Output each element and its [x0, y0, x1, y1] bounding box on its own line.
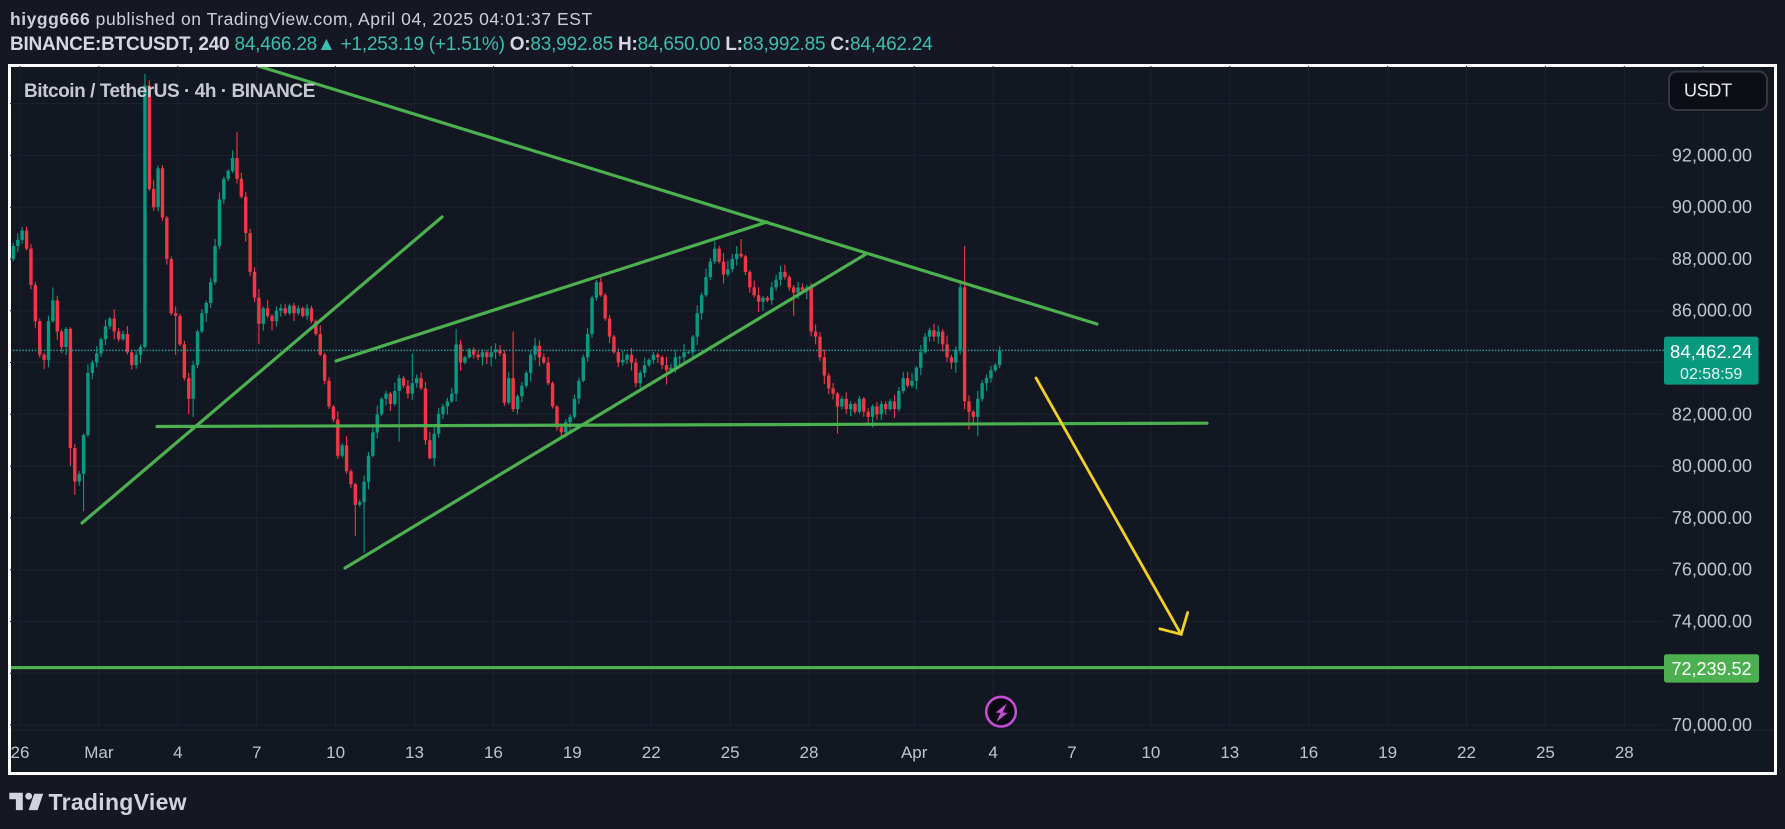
svg-text:hiygg666 published on TradingV: hiygg666 published on TradingView.com, A… — [10, 9, 593, 29]
svg-text:7: 7 — [1067, 743, 1076, 762]
svg-text:84,462.24: 84,462.24 — [1670, 341, 1752, 362]
svg-text:72,239.52: 72,239.52 — [1671, 659, 1751, 679]
svg-text:Bitcoin / TetherUS · 4h · BINA: Bitcoin / TetherUS · 4h · BINANCE — [24, 81, 315, 102]
svg-text:Apr: Apr — [901, 743, 928, 762]
svg-text:26: 26 — [11, 743, 30, 762]
svg-text:86,000.00: 86,000.00 — [1672, 301, 1752, 321]
svg-text:28: 28 — [1615, 743, 1634, 762]
svg-text:02:58:59: 02:58:59 — [1680, 366, 1742, 383]
svg-text:USDT: USDT — [1684, 81, 1732, 101]
svg-text:22: 22 — [1457, 743, 1476, 762]
svg-text:80,000.00: 80,000.00 — [1672, 456, 1752, 476]
svg-text:82,000.00: 82,000.00 — [1672, 404, 1752, 424]
svg-text:4: 4 — [988, 743, 997, 762]
svg-text:70,000.00: 70,000.00 — [1672, 715, 1752, 735]
svg-text:92,000.00: 92,000.00 — [1672, 145, 1752, 165]
svg-text:74,000.00: 74,000.00 — [1672, 611, 1752, 631]
svg-text:25: 25 — [721, 743, 740, 762]
svg-text:76,000.00: 76,000.00 — [1672, 560, 1752, 580]
svg-text:16: 16 — [484, 743, 503, 762]
svg-text:10: 10 — [1141, 743, 1160, 762]
svg-text:22: 22 — [642, 743, 661, 762]
svg-text:4: 4 — [173, 743, 182, 762]
svg-text:25: 25 — [1536, 743, 1555, 762]
svg-text:10: 10 — [326, 743, 345, 762]
svg-text:13: 13 — [1220, 743, 1239, 762]
svg-text:90,000.00: 90,000.00 — [1672, 197, 1752, 217]
svg-text:7: 7 — [252, 743, 261, 762]
svg-text:BINANCE:BTCUSDT, 240 84,466.28: BINANCE:BTCUSDT, 240 84,466.28▲ +1,253.1… — [10, 34, 933, 55]
svg-text:TradingView: TradingView — [49, 789, 187, 815]
svg-text:Mar: Mar — [84, 743, 114, 762]
svg-text:19: 19 — [1378, 743, 1397, 762]
svg-text:16: 16 — [1299, 743, 1318, 762]
svg-text:19: 19 — [563, 743, 582, 762]
svg-text:78,000.00: 78,000.00 — [1672, 508, 1752, 528]
svg-text:88,000.00: 88,000.00 — [1672, 249, 1752, 269]
svg-text:28: 28 — [800, 743, 819, 762]
svg-text:13: 13 — [405, 743, 424, 762]
